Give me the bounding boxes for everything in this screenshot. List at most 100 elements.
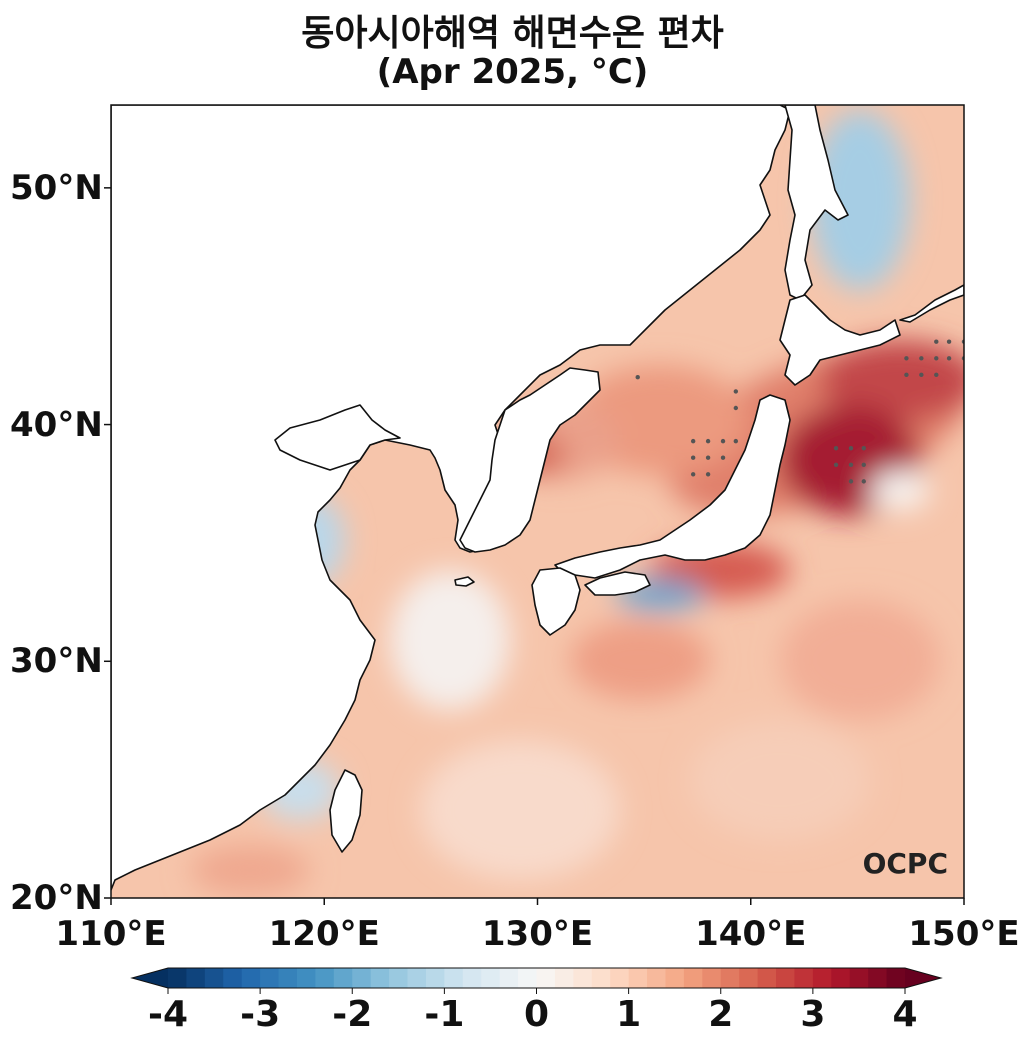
x-tick-label: 150°E	[908, 914, 1020, 954]
colorbar-cell	[352, 968, 372, 988]
y-tick-label: 20°N	[10, 878, 103, 918]
x-tick-label: 140°E	[695, 914, 807, 954]
colorbar-cell	[407, 968, 427, 988]
significance-dot	[705, 472, 711, 477]
colorbar-cell	[573, 968, 593, 988]
colorbar-tick-label: -1	[424, 994, 465, 1035]
colorbar-cell	[333, 968, 353, 988]
taiwan	[329, 769, 363, 853]
colorbar-cell	[647, 968, 666, 988]
colorbar-tick-label: 1	[616, 994, 642, 1035]
significance-dot	[904, 356, 909, 361]
colorbar-cell	[665, 968, 685, 988]
colorbar-cell	[186, 968, 206, 988]
colorbar-cell	[260, 968, 280, 988]
colorbar-cell	[389, 968, 409, 988]
colorbar-cell	[886, 968, 906, 988]
colorbar-cell	[849, 968, 869, 988]
colorbar-cell	[591, 968, 611, 988]
colorbar-cell	[168, 968, 187, 988]
colorbar-cell	[296, 968, 316, 988]
bohai-notch	[274, 404, 401, 471]
colorbar-cell	[481, 968, 501, 988]
y-tick-label: 40°N	[10, 404, 103, 445]
colorbar-tick-label: 3	[800, 994, 826, 1035]
colorbar-cell	[499, 968, 519, 988]
map-subtitle: (Apr 2025, °C)	[376, 52, 649, 92]
significance-dot	[848, 446, 854, 451]
axis-ticks	[104, 187, 965, 905]
significance-dot	[934, 339, 939, 344]
significance-dot	[733, 389, 739, 394]
colorbar-cell	[812, 968, 832, 988]
korean-peninsula	[459, 367, 601, 553]
cool-okhotsk	[810, 110, 910, 290]
significance-dot	[946, 356, 952, 361]
colorbar-tick-label: 0	[523, 994, 550, 1035]
significance-dot	[690, 472, 696, 477]
colorbar-cell	[628, 968, 648, 988]
colorbar-cell	[223, 968, 243, 988]
significance-dot	[733, 438, 739, 444]
significance-dot	[690, 455, 696, 460]
significance-dot	[833, 462, 839, 468]
colorbar-cell	[776, 968, 795, 988]
shikoku	[584, 571, 651, 596]
colorbar-cell	[462, 968, 482, 988]
y-tick-label: 50°N	[10, 167, 103, 208]
colorbar-cell	[720, 968, 740, 988]
y-tick-label: 30°N	[10, 641, 103, 682]
colorbar-cell	[610, 968, 630, 988]
significance-dot	[720, 455, 726, 460]
colorbar-tick-label: 4	[892, 994, 918, 1035]
colorbar-cell	[370, 968, 390, 988]
kuril-islands	[899, 284, 964, 323]
significance-dot	[919, 356, 924, 361]
x-tick-label: 110°E	[55, 914, 167, 954]
significance-dot	[934, 356, 939, 361]
significance-dot	[904, 372, 909, 378]
colorbar-cell	[554, 968, 574, 988]
significance-dot	[861, 479, 866, 484]
significance-dot	[934, 372, 939, 378]
x-tick-label: 120°E	[268, 914, 380, 954]
colorbar-cell	[278, 968, 298, 988]
colorbar-cell	[518, 968, 537, 988]
colorbar-tick-label: -4	[148, 994, 188, 1035]
colorbar-cell	[757, 968, 777, 988]
significance-dot	[848, 462, 854, 468]
significance-dot	[861, 462, 866, 468]
significance-dot	[861, 446, 866, 451]
significance-dot	[720, 438, 726, 444]
colorbar-cell	[425, 968, 445, 988]
colorbar-extend-high	[905, 968, 941, 988]
significance-dot	[919, 372, 924, 378]
plot-area	[111, 105, 964, 898]
colorbar-cell	[315, 968, 335, 988]
significance-dot	[833, 446, 839, 451]
land-masses	[111, 105, 964, 891]
significance-dot	[946, 339, 952, 344]
significance-dot	[848, 479, 854, 484]
significance-dot	[690, 438, 696, 444]
significance-dot	[705, 438, 711, 444]
colorbar-cell	[444, 968, 464, 988]
colorbar-cell	[868, 968, 888, 988]
x-tick-label: 130°E	[481, 914, 594, 954]
hokkaido	[779, 294, 901, 386]
honshu	[554, 394, 791, 579]
jeju	[454, 576, 475, 587]
map-title: 동아시아해역 해면수온 편차	[301, 13, 724, 54]
sakhalin	[784, 105, 849, 301]
significance-dot	[635, 375, 640, 380]
colorbar-cell	[702, 968, 722, 988]
colorbar-cell	[204, 968, 224, 988]
colorbar-cell	[794, 968, 814, 988]
colorbar-cell	[683, 968, 703, 988]
colorbar-cell	[536, 968, 556, 988]
ocpc-logo: OCPC	[863, 847, 948, 880]
colorbar-cell	[831, 968, 851, 988]
colorbar-cell	[739, 968, 759, 988]
